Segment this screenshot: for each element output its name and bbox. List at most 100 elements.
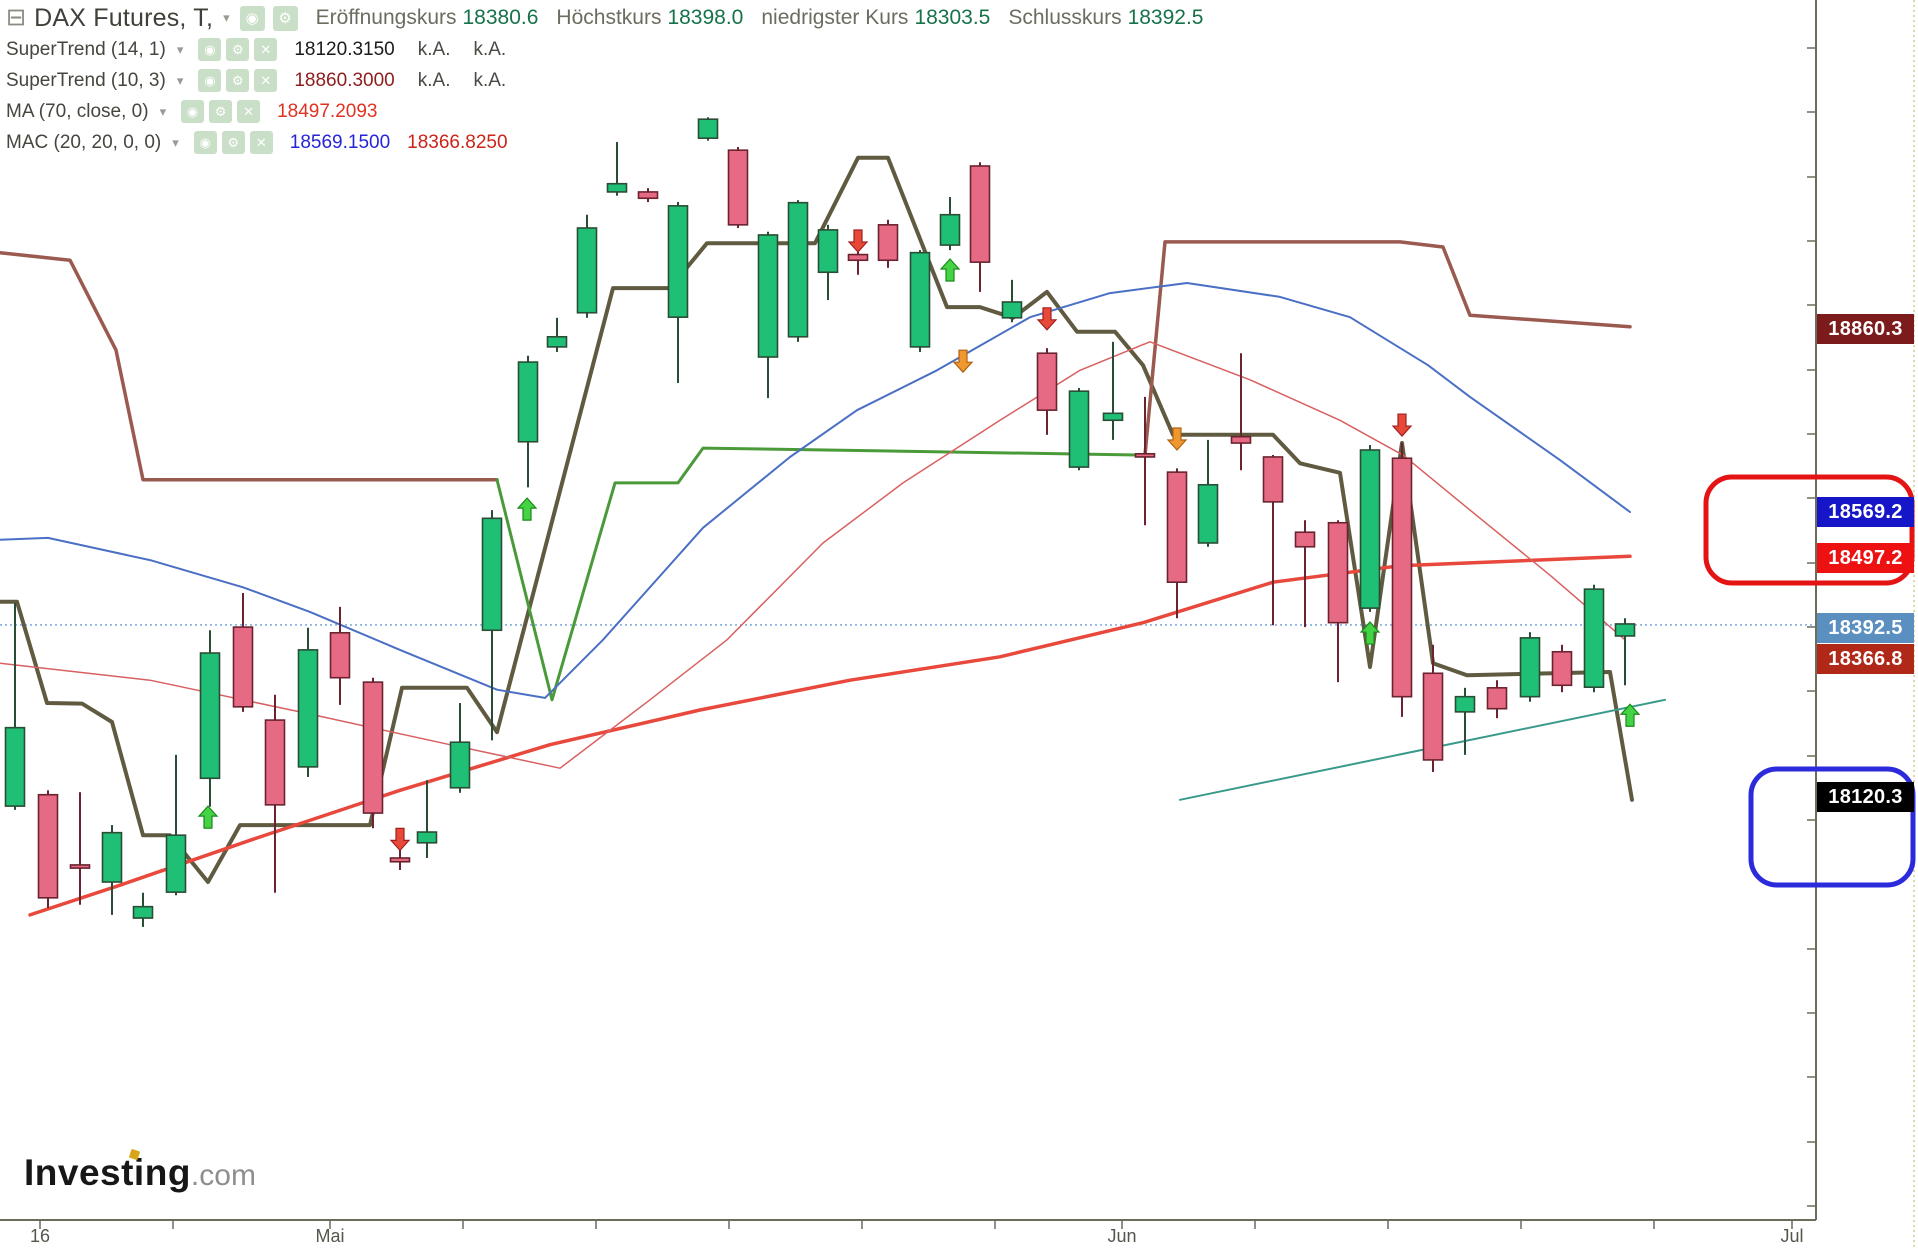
chevron-down-icon[interactable]: ▾ [176, 72, 184, 88]
candle-body [389, 857, 411, 863]
indicator-row-supertrend-14-1: SuperTrend (14, 1) ▾ ◉ ⚙ ✕ 18120.3150 k.… [6, 34, 1215, 65]
gear-icon[interactable]: ⚙ [226, 38, 250, 61]
indicator-label[interactable]: SuperTrend (10, 3) [6, 69, 166, 91]
indicator-line [28, 554, 1632, 917]
candle-body [1294, 531, 1316, 548]
indicator-na: k.A. [473, 69, 507, 91]
indicator-line [1179, 698, 1666, 801]
candle-body [329, 631, 351, 679]
chevron-down-icon[interactable]: ▾ [172, 134, 179, 150]
candle-body [1197, 483, 1219, 544]
chevron-down-icon[interactable]: ▾ [176, 41, 184, 57]
candle-body [1134, 452, 1156, 458]
gear-icon[interactable]: ⚙ [221, 131, 245, 154]
watermark-tld: .com [190, 1159, 256, 1192]
candle-body [1583, 588, 1605, 688]
close-icon[interactable]: ✕ [254, 69, 278, 92]
candle-body [969, 165, 991, 263]
candle-body [787, 201, 809, 338]
indicator-na: k.A. [417, 69, 451, 91]
sell-arrow-icon [389, 827, 411, 852]
symbol-title[interactable]: DAX Futures, T, [34, 3, 214, 32]
chevron-down-icon[interactable]: ▾ [159, 103, 167, 119]
price-badge: 18392.5 [1817, 613, 1914, 643]
close-icon[interactable]: ✕ [249, 131, 273, 154]
candle-body [1454, 695, 1476, 713]
indicator-value: 18860.3000 [294, 69, 395, 91]
candle-body [1068, 390, 1090, 468]
candle-body [1614, 623, 1636, 637]
sell-arrow-icon [952, 349, 974, 374]
ohlc-readout: Eröffnungskurs 18380.6 Höchstkurs 18398.… [316, 6, 1216, 30]
candle-body [101, 831, 123, 883]
eye-icon[interactable]: ◉ [193, 131, 217, 154]
symbol-title-row: ⊟ DAX Futures, T, ▾ ◉ ⚙ Eröffnungskurs 1… [6, 2, 1215, 34]
time-axis-label: Jul [1780, 1226, 1804, 1246]
gear-icon[interactable]: ⚙ [272, 5, 298, 31]
indicator-line [0, 155, 1634, 884]
candle-body [37, 793, 59, 899]
investing-watermark: Investing.com [24, 1148, 256, 1194]
gear-icon[interactable]: ⚙ [226, 69, 250, 92]
indicator-value: 18120.3150 [294, 38, 395, 60]
indicator-row-ma-70: MA (70, close, 0) ▾ ◉ ⚙ ✕ 18497.2093 [6, 96, 1215, 127]
close-label: Schlusskurs [1008, 6, 1122, 29]
indicator-label[interactable]: MAC (20, 20, 0, 0) [6, 131, 162, 153]
candle-body [232, 626, 254, 708]
candle-body [939, 213, 961, 246]
sell-arrow-icon [1166, 427, 1188, 451]
watermark-brand: Investing [24, 1152, 191, 1193]
annotation-rectangle[interactable] [1748, 766, 1916, 888]
indicator-line [1143, 240, 1632, 457]
buy-arrow-icon [939, 258, 961, 282]
price-badge: 18497.2 [1817, 543, 1914, 573]
indicator-value: 18569.1500 [289, 131, 391, 153]
annotation-rectangle[interactable] [1703, 474, 1915, 586]
high-label: Höchstkurs [556, 6, 662, 29]
candle-body [546, 335, 568, 348]
buy-arrow-icon [1619, 703, 1641, 727]
indicator-label[interactable]: MA (70, close, 0) [6, 100, 149, 122]
gear-icon[interactable]: ⚙ [209, 100, 233, 123]
chevron-down-icon[interactable]: ▾ [223, 10, 230, 25]
indicator-row-supertrend-10-3: SuperTrend (10, 3) ▾ ◉ ⚙ ✕ 18860.3000 k.… [6, 65, 1215, 96]
price-badge: 18120.3 [1817, 782, 1914, 812]
buy-arrow-icon [516, 497, 538, 521]
eye-icon[interactable]: ◉ [239, 5, 265, 31]
indicator-line [0, 250, 499, 482]
candle-body [481, 517, 503, 632]
price-badge: 18860.3 [1817, 314, 1914, 344]
legend-panel: ⊟ DAX Futures, T, ▾ ◉ ⚙ Eröffnungskurs 1… [6, 2, 1215, 158]
candle-body [877, 224, 899, 262]
close-value: 18392.5 [1127, 6, 1204, 29]
sell-arrow-icon [1036, 307, 1058, 331]
indicator-label[interactable]: SuperTrend (14, 1) [6, 38, 166, 60]
candle-body [297, 649, 319, 768]
candle-body [1230, 435, 1252, 444]
candle-body [416, 831, 438, 844]
candle-body [165, 834, 187, 893]
eye-icon[interactable]: ◉ [198, 38, 222, 61]
candle-body [909, 251, 931, 348]
candle-body [69, 864, 91, 869]
sell-arrow-icon [847, 229, 869, 253]
eye-icon[interactable]: ◉ [181, 100, 205, 123]
candle-body [1262, 456, 1284, 503]
candle-body [4, 726, 26, 807]
candle-body [576, 227, 598, 314]
price-badge: 18366.8 [1817, 644, 1914, 674]
close-icon[interactable]: ✕ [237, 100, 261, 123]
candle-body [1422, 672, 1444, 761]
time-axis-label: Jun [1107, 1226, 1137, 1246]
high-value: 18398.0 [667, 6, 744, 29]
candle-body [517, 361, 539, 443]
candle-body [757, 234, 779, 358]
candle-body [1166, 471, 1188, 583]
collapse-icon[interactable]: ⊟ [6, 4, 27, 31]
close-icon[interactable]: ✕ [254, 38, 278, 61]
indicator-line [0, 282, 1631, 699]
eye-icon[interactable]: ◉ [198, 69, 222, 92]
buy-arrow-icon [197, 805, 219, 829]
